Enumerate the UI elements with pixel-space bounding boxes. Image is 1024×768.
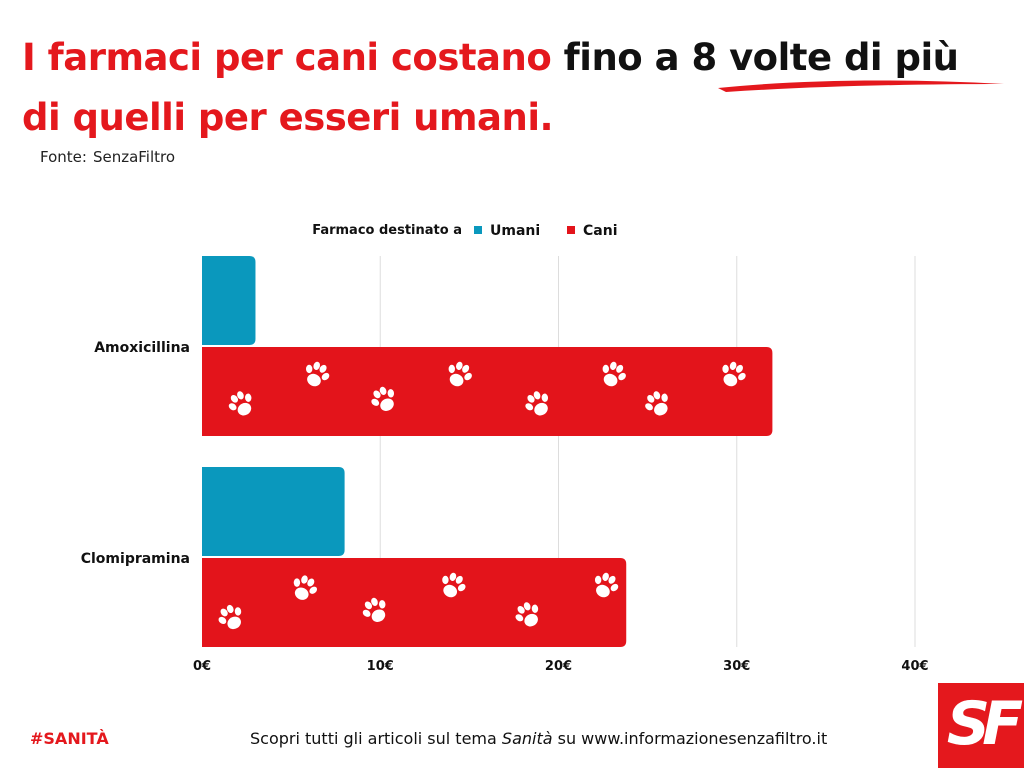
x-tick-label: 0€ [193,659,211,674]
x-tick-label: 30€ [723,659,750,674]
highlight-underline [718,80,1004,92]
legend-label: Umani [490,223,540,239]
legend-title: Farmaco destinato a [312,223,462,238]
bar-dog [202,347,773,436]
logo-text: SF [946,689,1023,759]
title-second-line: di quelli per esseri umani. [22,96,554,139]
bar-human [202,256,256,345]
footer-text-after: su www.informazionesenzafiltro.it [552,729,828,748]
source-value: SenzaFiltro [92,148,176,166]
bar-dog [202,558,627,647]
legend-swatch [474,226,482,234]
source-line: Fonte: SenzaFiltro [40,148,175,166]
senzafiltro-logo: SF [938,683,1024,768]
legend-swatch [567,226,575,234]
title-highlight-part: fino a 8 volte di più [563,36,959,79]
section-tag: #SANITÀ [30,729,109,748]
footer-text: Scopri tutti gli articoli sul tema Sanit… [250,729,827,748]
x-tick-label: 40€ [901,659,928,674]
category-label: Amoxicillina [94,340,190,356]
footer-text-topic: Sanità [501,729,553,748]
legend-label: Cani [583,223,618,239]
footer-text-before: Scopri tutti gli articoli sul tema [250,729,502,748]
category-label: Clomipramina [81,551,190,567]
source-label: Fonte: [40,148,87,166]
x-tick-label: 20€ [545,659,572,674]
x-tick-label: 10€ [367,659,394,674]
bar-chart: 0€ 10€ 20€ 30€ 40€ Amoxicillina Clomipramina F… [81,223,929,674]
title-red-part: I farmaci per cani costano [22,36,552,79]
bar-human [202,467,345,556]
page-title: I farmaci per cani costano fino a 8 volt… [22,28,1012,148]
